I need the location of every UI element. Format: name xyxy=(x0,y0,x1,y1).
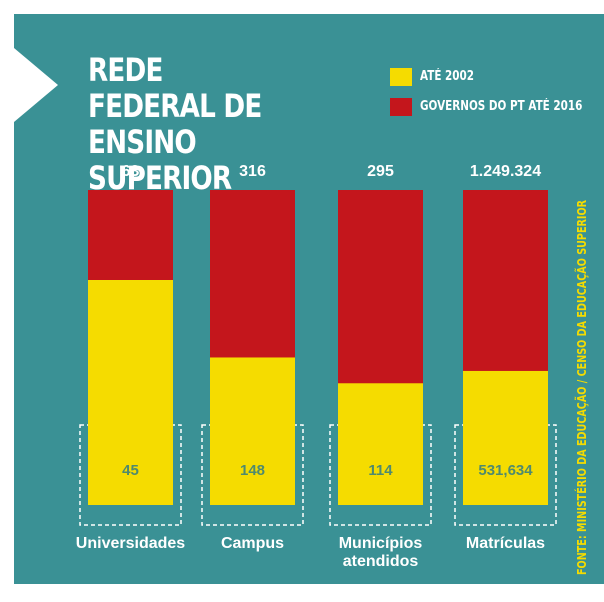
legend-swatch xyxy=(390,68,412,86)
x-tick-label: Campus xyxy=(220,535,285,552)
x-tick-label: Municípios atendidos xyxy=(338,535,423,570)
arrow-decoration xyxy=(14,48,58,122)
source-note: FONTE: MINISTÉRIO DA EDUCAÇÃO / CENSO DA… xyxy=(575,199,589,576)
data-label: 114 xyxy=(368,462,393,479)
data-label: 148 xyxy=(240,462,265,479)
x-tick-label: Universidades xyxy=(75,535,186,552)
data-label: 295 xyxy=(367,163,394,180)
data-label: 45 xyxy=(122,462,139,479)
data-label: 63 xyxy=(122,163,140,180)
bar-segment xyxy=(210,357,295,505)
bar-segment xyxy=(88,280,173,505)
chart-title: REDE FEDERAL DE ENSINO SUPERIOR xyxy=(88,51,262,197)
legend-label: ATÉ 2002 xyxy=(420,69,475,84)
bar-segment xyxy=(338,383,423,505)
data-label: 531,634 xyxy=(478,462,533,479)
bar-segment xyxy=(463,370,548,505)
x-tick-label: Matrículas xyxy=(465,535,546,552)
legend-swatch xyxy=(390,98,412,116)
data-label: 316 xyxy=(239,163,266,180)
data-label: 1.249.324 xyxy=(470,163,541,180)
legend-label: GOVERNOS DO PT ATÉ 2016 xyxy=(420,99,583,114)
